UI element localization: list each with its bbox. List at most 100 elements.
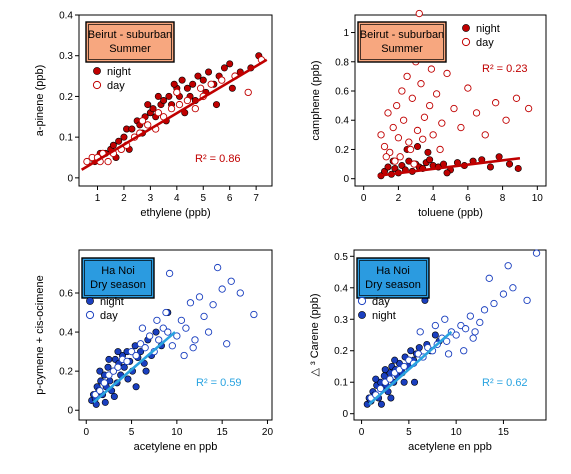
data-point-day [100,379,109,387]
data-point-day [83,157,91,166]
y-tick-label: 0.2 [59,367,73,378]
data-point-night [443,169,451,177]
legend-label-day: day [476,37,494,49]
r-squared-label: R² = 0.62 [482,377,528,389]
data-point-day [429,131,437,139]
legend-marker-day [85,310,95,320]
data-point-day [186,299,195,307]
data-point-night [377,400,385,408]
data-point-night [160,97,168,105]
data-point-day [165,269,174,278]
data-point-day [175,100,184,109]
data-point-day [480,306,489,314]
data-point-night [149,105,157,113]
fit-line [377,156,521,178]
chart-3: 0 5 10 15 20 0 0.2 0.4 0.6 acetylene en ppb p-cyme… [34,249,273,453]
plot-frame [353,249,547,421]
data-point-day [155,336,163,344]
data-point-day [444,350,453,358]
data-point-night [228,84,236,92]
data-point-day [471,328,479,336]
x-tick-label: 0 [83,427,89,438]
y-tick-label: 0.4 [59,11,73,22]
data-point-day [196,84,205,92]
data-point-day [436,145,444,154]
x-tick-label: 0 [361,193,367,204]
legend-marker-day [461,37,471,47]
data-point-night [199,76,207,84]
data-point-day [380,142,389,151]
data-point-night [194,72,202,80]
data-point-night [142,367,150,375]
legend-label-night: night [476,23,500,35]
x-tick-label: 8 [500,193,506,204]
data-point-night [486,163,494,171]
x-tick-label: 3 [148,193,154,204]
data-point-day [159,324,167,332]
data-point-day [443,69,451,78]
data-point-night [189,80,197,88]
y-tick-label: 0.2 [335,145,349,156]
data-point-night [431,331,439,339]
data-point-day [195,293,204,301]
legend-label-night: night [372,310,396,322]
data-point-day [410,160,418,168]
y-tick-label: 0.4 [334,283,348,294]
data-point-day [384,109,392,117]
data-point-day [173,88,181,97]
data-point-day [443,337,451,345]
data-point-day [376,384,385,393]
data-point-day [464,84,472,92]
y-tick-label: 0.2 [59,92,73,103]
y-tick-label: 1 [343,28,349,39]
data-point-day [408,94,416,102]
data-point-day [491,99,500,107]
data-point-day [141,344,149,352]
plot-frame [354,14,547,187]
y-tick-label: 0.8 [335,57,349,68]
data-point-night [152,328,160,336]
data-point-night [411,378,419,386]
data-point-night [144,101,152,109]
x-tick-label: 0 [359,427,365,438]
data-point-day [413,126,422,135]
data-point-day [109,367,118,375]
data-point-day [218,76,226,84]
data-point-day [393,101,401,110]
data-point-day [403,72,411,81]
data-point-night [205,68,213,76]
legend-marker-day [357,296,367,306]
data-point-day [250,310,258,319]
data-point-day [406,145,415,154]
legend-label-night: night [107,66,131,78]
title-box-line-1: Beirut - suburban [88,29,172,41]
data-point-day [236,289,244,297]
data-point-day [191,336,199,344]
title-box-line-2: Dry season [90,279,146,291]
data-point-night [391,356,399,364]
x-tick-label: 5 [406,427,412,438]
data-point-day [153,316,161,324]
data-point-day [420,113,429,121]
legend-marker-day [92,80,102,90]
data-point-day [386,375,394,383]
data-point-day [532,249,541,257]
data-point-day [419,135,427,143]
data-point-day [524,104,533,113]
data-point-day [173,332,181,340]
y-tick-label: 0.3 [334,315,348,326]
data-point-night [387,394,395,402]
data-point-day [218,285,226,293]
y-tick-label: 0 [343,174,349,185]
data-point-day [244,88,252,97]
data-point-night [124,375,132,383]
y-tick-label: 0.5 [334,252,348,263]
data-point-day [213,263,222,272]
x-axis-label: toluene (ppb) [418,207,483,219]
x-tick-label: 6 [465,193,471,204]
data-point-day [189,344,197,352]
data-point-night [132,383,140,391]
data-point-night [128,125,136,133]
data-point-day [204,328,213,336]
